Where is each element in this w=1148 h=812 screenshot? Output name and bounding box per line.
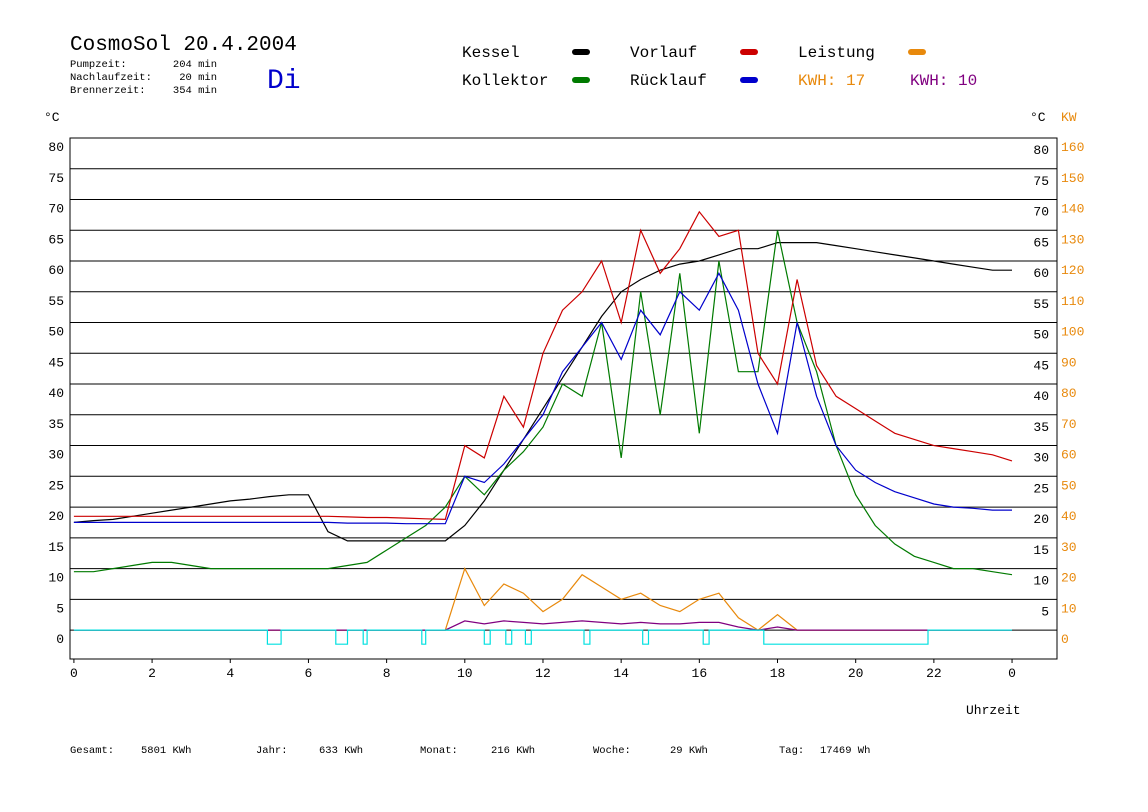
summary-label: Gesamt: [70,745,114,757]
y2-tick-label: 10 [1061,601,1077,616]
y-tick-label-right: 70 [1033,205,1049,220]
y-axis-label-right: °C [1030,110,1046,125]
weekday: Di [267,66,301,97]
summary-label: Jahr: [256,745,288,757]
y-tick-label-right: 25 [1033,481,1049,496]
legend-label: Rücklauf [630,72,707,90]
x-tick-label: 4 [226,666,234,681]
x-tick-label: 6 [305,666,313,681]
x-tick-label: 0 [1008,666,1016,681]
summary-value: 29 KWh [670,745,708,757]
y2-tick-label: 90 [1061,355,1077,370]
y2-tick-label: 140 [1061,202,1084,217]
y-tick-label: 40 [48,386,64,401]
y-tick-label: 70 [48,202,64,217]
y-tick-label-right: 45 [1033,358,1049,373]
legend-label: Leistung [798,44,875,62]
x-tick-label: 18 [770,666,786,681]
y2-tick-label: 130 [1061,232,1084,247]
y-tick-label: 15 [48,540,64,555]
y-tick-label: 75 [48,171,64,186]
summary-value: 216 KWh [491,745,535,757]
kwh-label: KWH: 17 [798,72,865,90]
y-tick-label-right: 40 [1033,389,1049,404]
y-tick-label-right: 35 [1033,420,1049,435]
legend-label: Kessel [462,44,520,62]
series-line [73,272,1012,525]
y2-tick-label: 150 [1061,171,1084,186]
y-tick-label-right: 5 [1041,604,1049,619]
y-tick-label: 80 [48,140,64,155]
legend-label: Kollektor [462,72,548,90]
series-line [73,230,1013,576]
x-tick-label: 0 [70,666,78,681]
y-tick-label: 60 [48,263,64,278]
info-label: Nachlaufzeit: [70,72,152,84]
y-tick-label-right: 50 [1033,328,1049,343]
series-line [73,242,1012,542]
y2-tick-label: 160 [1061,140,1084,155]
y-tick-label-right: 80 [1033,143,1049,158]
y-tick-label: 10 [48,571,64,586]
series-line [73,210,1013,521]
x-axis-label: Uhrzeit [966,703,1021,718]
y2-tick-label: 120 [1061,263,1084,278]
summary-label: Monat: [420,745,458,757]
summary-value: 5801 KWh [141,745,191,757]
y2-tick-label: 110 [1061,294,1084,309]
y-tick-label: 50 [48,325,64,340]
y-tick-label: 25 [48,478,64,493]
x-tick-label: 16 [692,666,708,681]
y2-tick-label: 100 [1061,325,1084,340]
y2-tick-label: 60 [1061,448,1077,463]
x-tick-label: 14 [613,666,629,681]
y-tick-label-right: 55 [1033,297,1049,312]
y-tick-label-right: 75 [1033,174,1049,189]
y-axis-label: °C [44,110,60,125]
x-tick-label: 20 [848,666,864,681]
y2-tick-label: 0 [1061,632,1069,647]
x-tick-label: 10 [457,666,473,681]
y2-axis-label: KW [1061,110,1077,125]
y-tick-label: 30 [48,448,64,463]
summary-value: 633 KWh [319,745,363,757]
summary-value: 17469 Wh [820,745,870,757]
y-tick-label: 45 [48,355,64,370]
info-label: Pumpzeit: [70,59,127,71]
info-label: Brennerzeit: [70,85,146,97]
y-tick-label-right: 10 [1033,574,1049,589]
x-tick-label: 2 [148,666,156,681]
legend-label: Vorlauf [630,44,697,62]
y2-tick-label: 70 [1061,417,1077,432]
y-tick-label-right: 15 [1033,543,1049,558]
series-line [73,629,1012,645]
info-value: 354 min [173,85,217,97]
y-tick-label: 35 [48,417,64,432]
y-tick-label: 55 [48,294,64,309]
info-value: 204 min [173,59,217,71]
chart-title: CosmoSol 20.4.2004 [70,34,297,57]
y-tick-label: 20 [48,509,64,524]
y-tick-label-right: 60 [1033,266,1049,281]
x-tick-label: 22 [926,666,942,681]
y-tick-label-right: 20 [1033,512,1049,527]
y2-tick-label: 50 [1061,478,1077,493]
x-tick-label: 8 [383,666,391,681]
y-tick-label-right: 65 [1033,235,1049,250]
kwh-label: KWH: 10 [910,72,977,90]
y-tick-label-right: 30 [1033,451,1049,466]
y2-tick-label: 40 [1061,509,1077,524]
y-tick-label: 0 [56,632,64,647]
summary-label: Woche: [593,745,631,757]
y2-tick-label: 30 [1061,540,1077,555]
info-value: 20 min [179,72,217,84]
y2-tick-label: 80 [1061,386,1077,401]
x-tick-label: 12 [535,666,551,681]
summary-label: Tag: [779,745,804,757]
y-tick-label: 5 [56,601,64,616]
y-tick-label: 65 [48,232,64,247]
y2-tick-label: 20 [1061,571,1077,586]
